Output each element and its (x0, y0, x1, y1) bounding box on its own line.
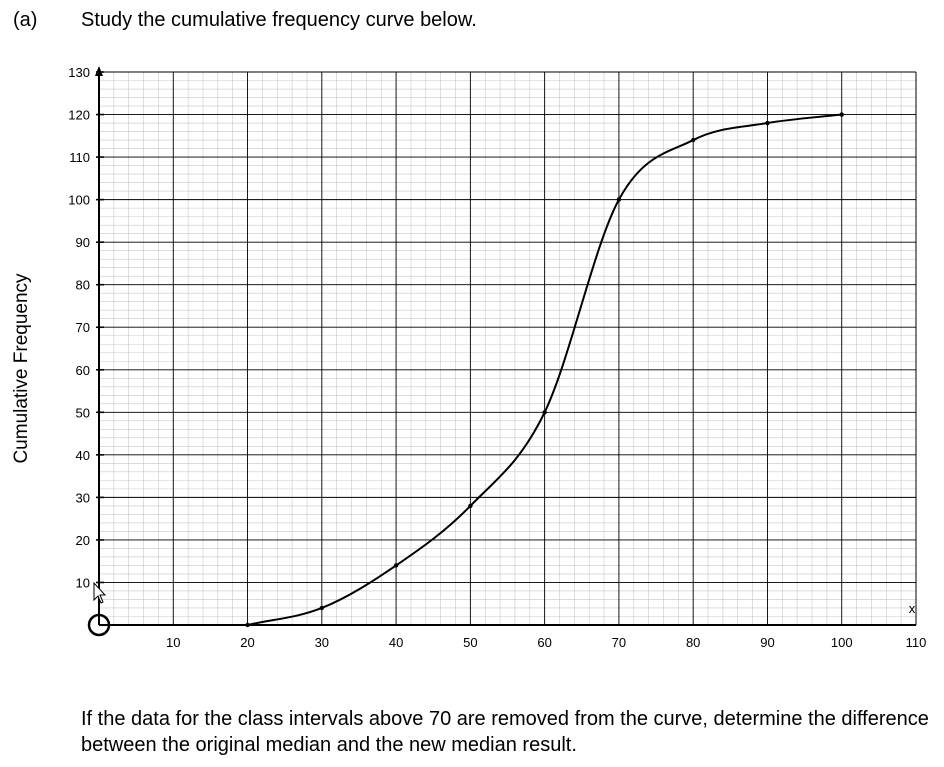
x-tick-label: 70 (612, 635, 626, 650)
x-tick-label: 50 (463, 635, 477, 650)
instruction-text: Study the cumulative frequency curve bel… (81, 9, 477, 31)
y-tick-label: 80 (76, 278, 90, 293)
origin-circle-marker (87, 613, 111, 637)
minor-grid (98, 71, 917, 626)
x-tick-label: 30 (315, 635, 329, 650)
x-tick-label: 100 (831, 635, 853, 650)
y-tick-label: 60 (76, 363, 90, 378)
question-text: If the data for the class intervals abov… (81, 708, 929, 756)
data-points (245, 112, 844, 628)
data-point (765, 120, 770, 126)
data-point (393, 563, 399, 568)
y-tick-label: 40 (76, 448, 90, 463)
y-tick-label: 30 (76, 490, 90, 505)
y-axis-arrow-icon (95, 66, 103, 76)
x-tick-label: 110 (906, 635, 927, 650)
x-axis-label: x (909, 601, 916, 616)
x-tick-label: 10 (166, 635, 180, 650)
data-point (319, 605, 325, 611)
part-label: (a) (13, 9, 38, 31)
mouse-cursor-icon (93, 581, 107, 604)
data-point (616, 197, 622, 202)
cumulative-frequency-curve (247, 113, 842, 626)
x-tick-label: 20 (240, 635, 254, 650)
major-grid (99, 71, 917, 625)
axes (95, 66, 916, 626)
y-tick-label: 20 (76, 533, 90, 548)
x-tick-labels: 10 20 30 40 50 60 70 80 90 100 110 (166, 635, 926, 650)
x-tick-label: 60 (537, 635, 551, 650)
y-tick-labels: 10 20 30 40 50 60 70 80 90 100 110 120 130 (68, 65, 90, 590)
data-point (542, 410, 547, 415)
x-tick-label: 80 (686, 635, 700, 650)
y-tick-label: 10 (76, 575, 90, 590)
data-point (245, 622, 250, 628)
y-axis-label: Cumulative Frequency (11, 273, 32, 464)
y-tick-label: 90 (76, 235, 90, 250)
y-tick-label: 50 (76, 405, 90, 420)
y-tick-label: 110 (69, 150, 90, 165)
data-point (690, 137, 696, 143)
y-tick-label: 130 (68, 65, 90, 80)
y-tick-label: 70 (76, 320, 90, 335)
cumulative-frequency-chart: 10 20 30 40 50 60 70 80 90 100 110 120 130 10 20 30 40 5… (11, 65, 926, 650)
y-tick-label: 120 (68, 108, 90, 123)
data-point (839, 112, 844, 117)
x-tick-label: 40 (389, 635, 403, 650)
x-tick-label: 90 (760, 635, 774, 650)
y-tick-label: 100 (68, 193, 90, 208)
data-point (468, 503, 473, 509)
